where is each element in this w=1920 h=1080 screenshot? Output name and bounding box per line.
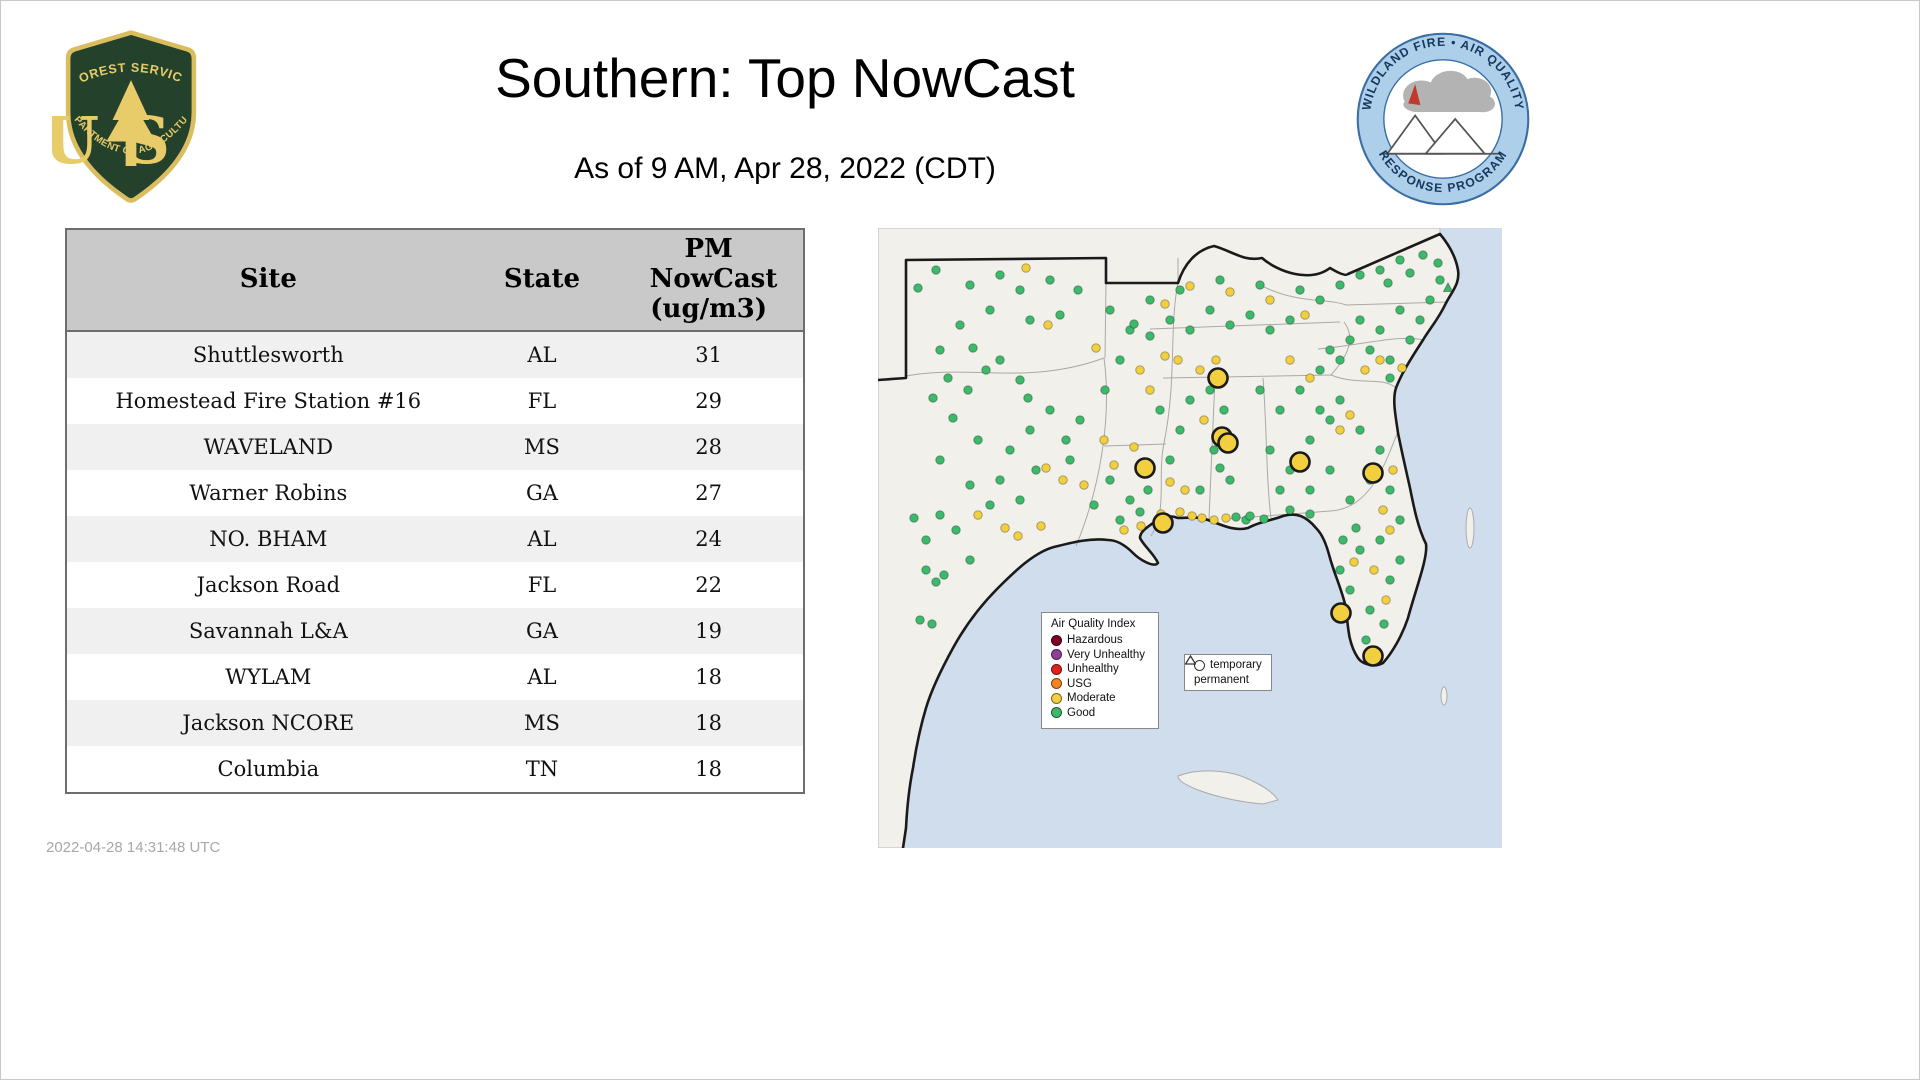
pm-nowcast-cell: 18 — [695, 711, 723, 735]
forest-service-shield: FOREST SERVICE US DEPARTMENT OF AGRICULT… — [43, 17, 197, 203]
pm-nowcast-cell: 18 — [695, 757, 723, 781]
fire-icon — [1408, 84, 1421, 106]
table-row: Columbia TN 18 — [66, 746, 804, 793]
temporary-marker-label: temporary — [1210, 659, 1262, 671]
site-cell: WYLAM — [225, 665, 312, 689]
legend-item: Unhealthy — [1051, 663, 1149, 675]
state-cell: AL — [527, 343, 557, 367]
legend-swatch — [1051, 692, 1062, 704]
legend-label: Unhealthy — [1067, 663, 1119, 675]
legend-label: Moderate — [1067, 692, 1116, 704]
legend-item: Very Unhealthy — [1051, 649, 1149, 661]
marker-type-legend: temporary permanent — [1184, 654, 1272, 691]
page-subtitle: As of 9 AM, Apr 28, 2022 (CDT) — [574, 152, 996, 185]
table-row: NO. BHAM AL 24 — [66, 516, 804, 562]
table-row: Shuttlesworth AL 31 — [66, 331, 804, 378]
permanent-marker-icon — [1185, 655, 1196, 665]
legend-item: Moderate — [1051, 692, 1149, 704]
table-row: Warner Robins GA 27 — [66, 470, 804, 516]
table-row: WYLAM AL 18 — [66, 654, 804, 700]
pm-nowcast-cell: 27 — [695, 481, 723, 505]
legend-item: Hazardous — [1051, 634, 1149, 646]
table-row: Jackson Road FL 22 — [66, 562, 804, 608]
generation-timestamp: 2022-04-28 14:31:48 UTC — [46, 839, 221, 856]
aqi-legend: Air Quality Index Hazardous Very Unhealth… — [1041, 612, 1159, 729]
table-row: Savannah L&A GA 19 — [66, 608, 804, 654]
legend-swatch — [1051, 663, 1062, 675]
state-cell: AL — [527, 527, 557, 551]
pm-nowcast-cell: 29 — [695, 389, 723, 413]
temporary-marker-icon — [1194, 659, 1205, 671]
site-cell: NO. BHAM — [209, 527, 328, 551]
state-cell: AL — [527, 665, 557, 689]
column-header-site: Site — [66, 229, 470, 332]
pm-nowcast-cell: 22 — [695, 573, 723, 597]
site-cell: Shuttlesworth — [192, 343, 344, 367]
permanent-marker-label: permanent — [1194, 674, 1249, 686]
state-cell: FL — [527, 389, 557, 413]
pm-nowcast-cell: 28 — [695, 435, 723, 459]
legend-item: USG — [1051, 678, 1149, 690]
site-cell: WAVELAND — [203, 435, 334, 459]
pine-tree-icon — [106, 80, 156, 166]
state-cell: TN — [525, 757, 559, 781]
pm-nowcast-cell: 18 — [695, 665, 723, 689]
pm-nowcast-cell: 31 — [695, 343, 723, 367]
aqi-map-graphic — [878, 228, 1502, 848]
column-header-pm-nowcast: PM NowCast (ug/m3) — [614, 229, 804, 332]
legend-swatch — [1051, 707, 1062, 718]
aqi-legend-title: Air Quality Index — [1051, 618, 1136, 630]
state-cell: GA — [526, 481, 558, 505]
page-title: Southern: Top NowCast — [495, 47, 1075, 109]
pm-nowcast-cell: 24 — [695, 527, 723, 551]
table-header-row: Site State PM NowCast (ug/m3) — [66, 229, 804, 332]
table-row: WAVELAND MS 28 — [66, 424, 804, 470]
nowcast-table: Site State PM NowCast (ug/m3) Shuttleswo… — [65, 228, 805, 794]
state-cell: MS — [524, 435, 560, 459]
site-cell: Columbia — [217, 757, 320, 781]
site-cell: Homestead Fire Station #16 — [115, 389, 422, 413]
forest-service-logo: FOREST SERVICE US DEPARTMENT OF AGRICULT… — [43, 17, 210, 212]
nowcast-table-container: Site State PM NowCast (ug/m3) Shuttleswo… — [65, 228, 805, 794]
site-cell: Savannah L&A — [188, 619, 348, 643]
aqrp-logo: WILDLAND FIRE • AIR QUALITY RESPONSE PRO… — [1356, 32, 1530, 206]
aqi-map: Air Quality Index Hazardous Very Unhealth… — [878, 228, 1502, 848]
legend-swatch — [1051, 649, 1062, 660]
state-cell: FL — [527, 573, 557, 597]
legend-label: Hazardous — [1067, 634, 1123, 646]
legend-item: Good — [1051, 707, 1149, 719]
site-cell: Jackson Road — [196, 573, 341, 597]
column-header-state: State — [469, 229, 615, 332]
legend-label: USG — [1067, 677, 1092, 690]
legend-label: Good — [1067, 706, 1096, 719]
legend-swatch — [1051, 634, 1062, 646]
pm-nowcast-cell: 19 — [695, 619, 723, 643]
legend-label: Very Unhealthy — [1067, 648, 1145, 661]
mountains-icon — [1383, 114, 1503, 155]
smoke-cloud-icon — [1403, 70, 1496, 113]
table-row: Homestead Fire Station #16 FL 29 — [66, 378, 804, 424]
state-cell: MS — [524, 711, 560, 735]
legend-swatch — [1051, 678, 1062, 689]
site-cell: Jackson NCORE — [182, 711, 355, 735]
table-row: Jackson NCORE MS 18 — [66, 700, 804, 746]
site-cell: Warner Robins — [189, 481, 348, 505]
state-cell: GA — [526, 619, 558, 643]
aqrp-logo-graphic: WILDLAND FIRE • AIR QUALITY RESPONSE PRO… — [1356, 32, 1530, 206]
